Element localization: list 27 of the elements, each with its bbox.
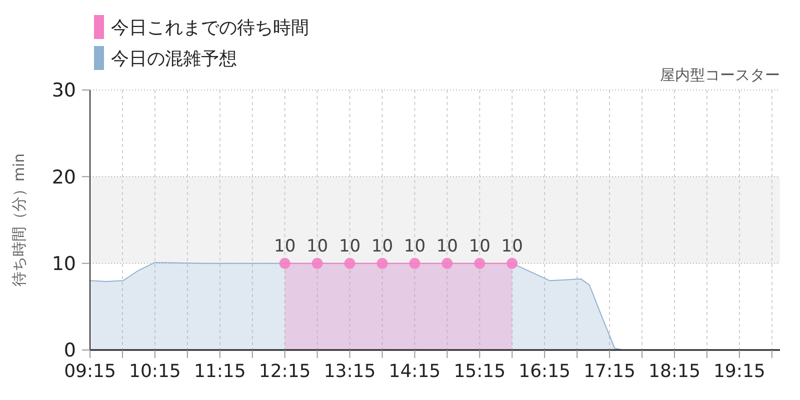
y-tick-label: 0 [64, 340, 76, 362]
legend-label: 今日の混雑予想 [111, 48, 237, 70]
data-label: 10 [274, 236, 296, 256]
y-tick-label: 30 [52, 80, 76, 102]
data-label: 10 [338, 236, 361, 256]
x-tick-label: 09:15 [64, 361, 116, 382]
x-tick-label: 13:15 [324, 361, 376, 382]
x-tick-label: 14:15 [388, 361, 441, 382]
data-label: 10 [468, 236, 490, 256]
y-tick-label: 10 [52, 252, 76, 275]
y-axis-title: 待ち時間（分）min [10, 153, 28, 287]
x-tick-label: 10:15 [129, 361, 181, 382]
x-tick-label: 12:15 [258, 361, 311, 382]
y-tick-label: 20 [52, 166, 76, 188]
data-label: 10 [404, 236, 426, 256]
chart-title: 屋内型コースター [660, 66, 780, 84]
data-label: 10 [436, 236, 458, 256]
x-tick-label: 11:15 [194, 361, 246, 382]
x-tick-label: 15:15 [454, 361, 506, 382]
x-tick-label: 18:15 [648, 361, 700, 382]
x-tick-label: 16:15 [518, 361, 571, 382]
x-tick-label: 19:15 [713, 361, 766, 382]
x-tick-label: 17:15 [584, 361, 636, 382]
data-label: 10 [501, 236, 523, 256]
data-label: 10 [306, 236, 328, 256]
data-label: 10 [371, 236, 394, 256]
legend-label: 今日これまでの待ち時間 [111, 17, 309, 38]
